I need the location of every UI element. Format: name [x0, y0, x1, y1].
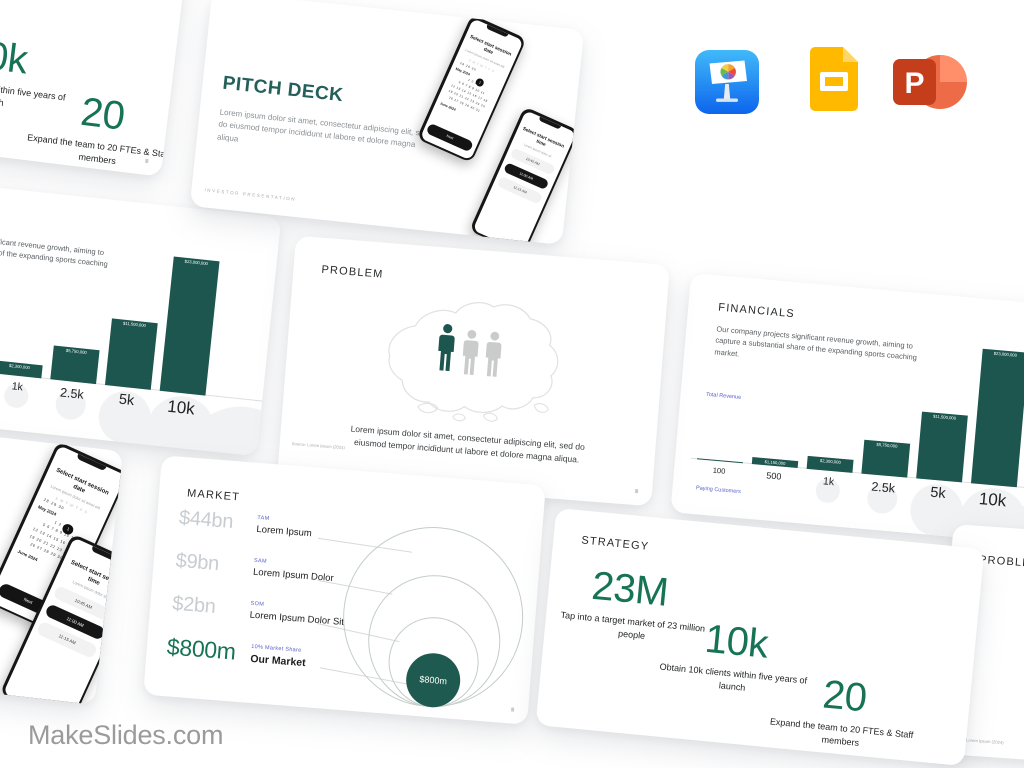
stat-value: 10k [0, 31, 30, 83]
market-tag: SAM [253, 557, 268, 565]
slide-card-financials[interactable]: FINANCIALS Our company projects signific… [670, 273, 1024, 547]
next-button: Next [426, 122, 474, 152]
slide-title: STRATEGY [580, 534, 650, 553]
financials-body: Our company projects significant revenue… [0, 228, 109, 269]
x-tick: 10k [978, 488, 1008, 511]
cover-title: PITCH DECK [221, 72, 345, 107]
source-note: Source: Lorem Ipsum (2024) [291, 440, 346, 451]
slide-card-app-mockups-partial[interactable]: Select start session date Lorem ipsum do… [0, 406, 124, 705]
slide-title: MARKET [186, 487, 241, 504]
stat-value: 23M [589, 563, 671, 615]
market-value-our: $800m [166, 633, 237, 665]
hong-kong-map-outline [367, 282, 582, 438]
page-number-mark [145, 158, 149, 164]
x-tick: 500 [765, 470, 782, 482]
bar-value-label: $2,300,000 [8, 362, 31, 370]
cover-footer: INVESTOR PRESENTATION [204, 187, 297, 202]
page-number-mark [510, 707, 515, 712]
bar-500: $1,150,000 [751, 457, 799, 469]
bar-1k: $2,300,000 [806, 455, 854, 473]
market-name: Lorem Ipsum [256, 523, 313, 540]
bar-value-label: $11,500,000 [122, 320, 147, 328]
google-slides-icon [810, 47, 858, 116]
bar-value-label: $2,300,000 [819, 457, 842, 465]
x-tick: 100 [712, 465, 726, 476]
slide-card-strategy-partial[interactable]: STRATEGY 23M Tap into a target market of… [0, 0, 187, 177]
bar-10k: $23,000,000 [970, 348, 1024, 488]
bar-value-label: $5,750,000 [65, 347, 88, 356]
svg-text:P: P [904, 67, 924, 100]
market-tag: TAM [257, 514, 270, 522]
cover-body: Lorem ipsum dolor sit amet, consectetur … [216, 107, 429, 150]
market-name-our: Our Market [249, 652, 307, 670]
bar-1k: $2,300,000 [0, 360, 43, 379]
bar-value-label: $1,150,000 [764, 459, 786, 467]
x-tick: 2.5k [870, 479, 896, 496]
x-tick: 2.5k [59, 385, 85, 402]
bar-value-label: $11,500,000 [932, 413, 957, 421]
bar-value-label: $23,000,000 [184, 258, 209, 267]
phone-notch [90, 545, 122, 564]
x-tick: 1k [822, 475, 835, 489]
bar-10k: $23,000,000 [159, 256, 220, 396]
phone-screen: Select start session time Lorem ipsum do… [472, 109, 576, 245]
bar-5k: $11,500,000 [916, 411, 968, 483]
stat-value: 20 [820, 672, 869, 721]
slide-card-market[interactable]: MARKET $44bn TAM Lorem Ipsum $9bn SAM Lo… [143, 455, 546, 725]
phone-notch [76, 453, 107, 472]
market-tag: 10% Market Share [251, 643, 302, 654]
person-icon [458, 329, 482, 381]
slide-title: PROBLEM [978, 553, 1024, 571]
slide-card-financials-partial[interactable]: FINANCIALS Our company projects signific… [0, 175, 282, 457]
y-axis-label: Total Revenue [705, 391, 742, 401]
slide-card-strategy[interactable]: STRATEGY 23M Tap into a target market of… [535, 507, 985, 767]
page-number-mark [634, 489, 639, 494]
person-icon-highlighted [433, 323, 458, 377]
site-brand: MakeSlides.com [28, 720, 224, 750]
bar-2.5k: $5,750,000 [50, 345, 100, 385]
stat-value: 10k [702, 616, 770, 667]
slide-card-problem[interactable]: PROBLEM Lorem ipsum dolor sit amet, cons… [277, 235, 670, 507]
slide-card-cover[interactable]: PITCH DECK Lorem ipsum dolor sit amet, c… [189, 0, 585, 245]
market-value: $44bn [178, 506, 234, 534]
phone-screen: Select start session date Lorem ipsum do… [419, 17, 524, 160]
powerpoint-icon: P [893, 52, 969, 117]
phone-notch [538, 116, 562, 130]
slide-title: FINANCIALS [717, 301, 796, 321]
bar-100 [697, 457, 743, 464]
financials-body: Our company projects significant revenue… [714, 324, 918, 363]
bar-value-label: $23,000,000 [993, 350, 1018, 358]
bar-2.5k: $5,750,000 [861, 439, 911, 478]
phone-notch [485, 24, 509, 38]
bar-5k: $11,500,000 [104, 317, 158, 390]
bar-value-label: $5,750,000 [876, 442, 898, 449]
market-value: $9bn [174, 549, 220, 576]
market-tag: SOM [250, 600, 265, 608]
slide-title: PROBLEM [321, 263, 384, 281]
person-icon [481, 331, 505, 383]
x-axis-label: Paying Customers [695, 485, 742, 496]
keynote-icon [695, 50, 759, 119]
market-value: $2bn [171, 592, 217, 618]
